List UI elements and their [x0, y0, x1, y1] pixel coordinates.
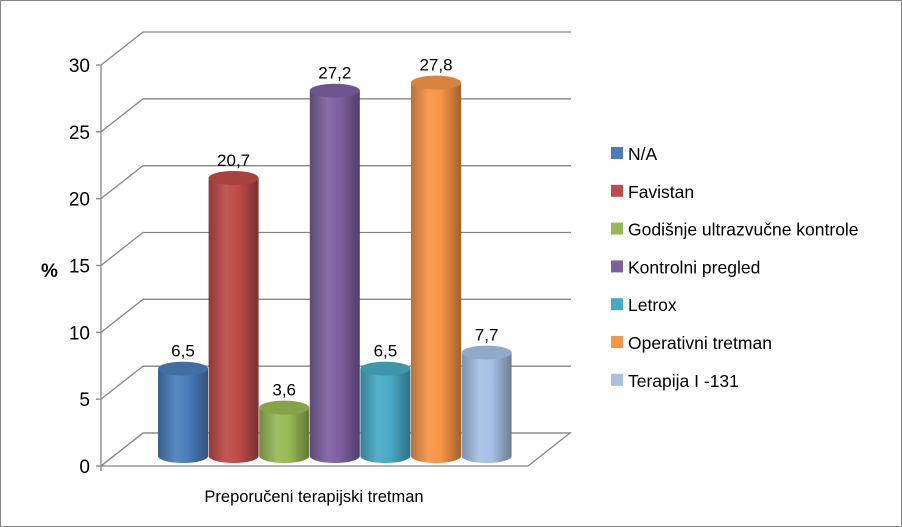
legend-swatch — [611, 298, 623, 311]
data-label: 6,5 — [374, 342, 398, 361]
legend-item: Operativni tretman — [611, 333, 772, 353]
legend-label: N/A — [628, 144, 658, 164]
legend-label: Kontrolni pregled — [628, 257, 760, 277]
data-label: 27,8 — [419, 56, 452, 75]
cylinder-body — [411, 82, 461, 464]
legend-label: Terapija I -131 — [628, 371, 739, 391]
cylinder-top — [208, 170, 259, 185]
legend-label: Godišnje ultrazvučne kontrole — [628, 220, 859, 240]
legend-item: Godišnje ultrazvučne kontrole — [611, 220, 859, 240]
bar-kontrolni-pregled: 27,2 — [309, 64, 360, 463]
cylinder-top — [360, 361, 411, 376]
legend-swatch — [611, 373, 623, 386]
legend-item: Letrox — [611, 295, 677, 315]
x-axis-label: Preporučeni terapijski tretman — [204, 488, 423, 506]
bar-favistan: 20,7 — [208, 151, 259, 463]
legend-item: Terapija I -131 — [611, 371, 739, 391]
y-tick-label: 20 — [69, 190, 90, 211]
legend-swatch — [611, 260, 623, 273]
y-tick-label: 5 — [79, 390, 90, 411]
data-label: 6,5 — [171, 342, 195, 361]
bar-terapija-i-131: 7,7 — [461, 326, 512, 463]
legend-label: Letrox — [628, 295, 677, 315]
gridline — [100, 31, 571, 66]
data-label: 20,7 — [217, 151, 250, 170]
cylinder-top — [259, 400, 310, 415]
cylinder-top — [461, 345, 512, 360]
cylinder-body — [461, 352, 512, 463]
legend-item: N/A — [611, 144, 658, 164]
legend-swatch — [611, 222, 623, 235]
cylinder-body — [259, 407, 310, 463]
bar-n-a: 6,5 — [158, 342, 208, 463]
data-label: 7,7 — [475, 326, 499, 345]
y-tick-label: 25 — [69, 123, 90, 144]
legend-item: Kontrolni pregled — [611, 257, 760, 277]
legend-label: Operativni tretman — [628, 333, 772, 353]
data-label: 27,2 — [318, 64, 351, 83]
y-axis-label: % — [41, 261, 58, 282]
legend-item: Favistan — [611, 182, 694, 202]
cylinder-top — [411, 75, 461, 90]
cylinder-body — [158, 368, 208, 463]
data-label: 3,6 — [272, 381, 296, 400]
y-tick-label: 10 — [69, 323, 90, 344]
y-tick-label: 30 — [69, 56, 90, 77]
legend-label: Favistan — [628, 182, 694, 202]
legend-swatch — [611, 184, 623, 197]
bar-godi-nje-ultrazvu-ne-kontrole: 3,6 — [259, 381, 310, 463]
cylinder-top — [158, 361, 208, 376]
y-tick-label: 15 — [69, 257, 90, 278]
bar-letrox: 6,5 — [360, 342, 411, 463]
cylinder-body — [208, 177, 259, 463]
cylinder-body — [309, 90, 360, 463]
cylinder-body — [360, 368, 411, 463]
cylinder-top — [309, 83, 360, 98]
legend-swatch — [611, 336, 623, 348]
y-tick-label: 0 — [79, 457, 90, 478]
legend-swatch — [611, 147, 623, 159]
bar-operativni-tretman: 27,8 — [411, 56, 461, 464]
